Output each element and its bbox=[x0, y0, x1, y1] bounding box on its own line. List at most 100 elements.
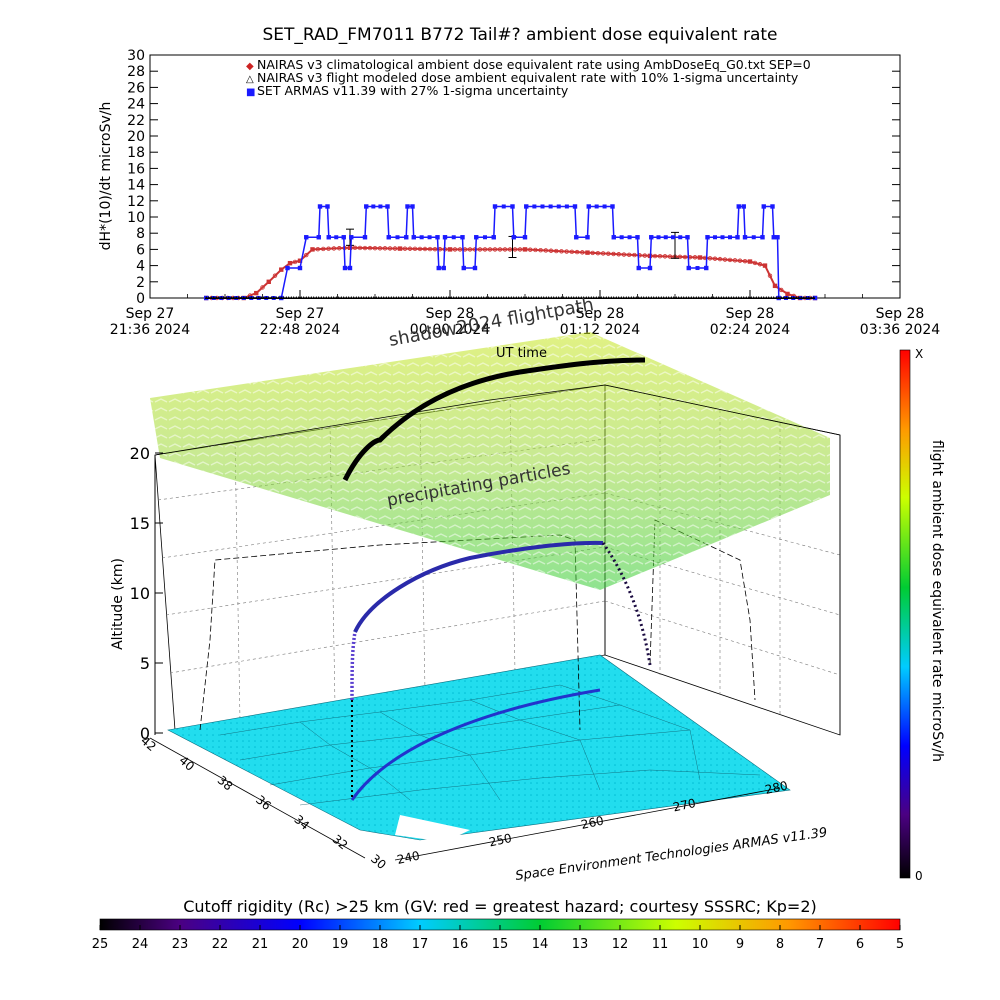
rigidity-colorbar: Cutoff rigidity (Rc) >25 km (GV: red = g… bbox=[92, 897, 904, 952]
series-point bbox=[460, 235, 465, 240]
y-tick-label: 2 bbox=[136, 275, 145, 291]
rigidity-ticks: 25 24 23 22 21 20 19 18 17 16 15 14 13 12 11 10 9 8 7 6 5 bbox=[92, 925, 904, 952]
series-point bbox=[266, 279, 271, 284]
series-point bbox=[585, 235, 590, 240]
dose-colorbar-title: flight ambient dose equivalent rate micr… bbox=[929, 440, 945, 762]
series-point bbox=[671, 235, 675, 240]
baseline-triangle bbox=[239, 296, 243, 299]
baseline-triangle bbox=[317, 296, 321, 299]
series-point bbox=[378, 204, 383, 209]
series-point bbox=[742, 258, 748, 264]
baseline-triangle bbox=[404, 296, 408, 299]
baseline-triangle bbox=[604, 296, 608, 299]
baseline-triangle bbox=[649, 296, 653, 299]
series-point bbox=[732, 258, 738, 263]
baseline-triangle bbox=[689, 296, 693, 299]
baseline-triangle bbox=[632, 296, 636, 299]
shadow-flightpath bbox=[342, 357, 646, 482]
rigidity-tick-label: 11 bbox=[652, 937, 669, 952]
series-point bbox=[342, 265, 348, 271]
baseline-triangle bbox=[417, 296, 421, 299]
baseline-triangle bbox=[402, 296, 406, 299]
baseline-triangle bbox=[344, 296, 348, 299]
rigidity-tick-label: 6 bbox=[856, 937, 864, 952]
baseline-triangle bbox=[647, 296, 651, 299]
baseline-triangle bbox=[729, 296, 733, 299]
series-point bbox=[619, 235, 624, 240]
baseline-triangle bbox=[734, 296, 738, 299]
series-point bbox=[474, 235, 479, 240]
rigidity-tick-label: 16 bbox=[452, 937, 469, 952]
baseline-triangle bbox=[439, 296, 443, 299]
baseline-triangle bbox=[219, 296, 223, 299]
baseline-triangle bbox=[322, 296, 326, 299]
baseline-triangle bbox=[279, 296, 283, 299]
rigidity-colorbar-title: Cutoff rigidity (Rc) >25 km (GV: red = g… bbox=[183, 897, 817, 916]
baseline-triangle bbox=[722, 296, 726, 299]
rigidity-tick-label: 8 bbox=[776, 937, 784, 952]
x-tick-label-date: Sep 28 bbox=[576, 306, 625, 322]
baseline-triangle bbox=[329, 296, 333, 299]
baseline-triangle bbox=[637, 296, 641, 299]
series-point bbox=[682, 254, 688, 260]
baseline-triangle bbox=[784, 296, 788, 299]
rigidity-tick-label: 5 bbox=[896, 937, 904, 952]
baseline-triangle bbox=[577, 296, 581, 299]
state-borders bbox=[219, 684, 761, 806]
series-point bbox=[395, 235, 400, 240]
dose-colorbar-gradient bbox=[899, 349, 911, 879]
altitude-tick-label: 0 bbox=[140, 724, 150, 743]
series-point bbox=[569, 249, 575, 255]
baseline-triangle bbox=[659, 296, 663, 299]
series-point bbox=[477, 247, 483, 252]
baseline-triangle bbox=[704, 296, 708, 299]
baseline-triangle bbox=[207, 296, 211, 299]
baseline-triangle bbox=[372, 296, 376, 299]
baseline-triangle bbox=[374, 296, 378, 299]
baseline-triangle bbox=[592, 296, 596, 299]
baseline-triangle bbox=[292, 296, 296, 299]
series-point bbox=[254, 290, 259, 296]
y-tick-label: 12 bbox=[127, 194, 145, 210]
series-point bbox=[407, 246, 413, 251]
baseline-triangle bbox=[677, 296, 681, 299]
series-point bbox=[331, 246, 337, 251]
baseline-triangle bbox=[437, 296, 441, 299]
series-point bbox=[411, 235, 416, 240]
baseline-triangle bbox=[652, 296, 656, 299]
baseline-triangle bbox=[574, 296, 578, 299]
latitude-axis-line bbox=[149, 737, 366, 859]
altitude-ticks: 0 5 10 15 20 bbox=[130, 444, 163, 743]
series-point bbox=[419, 235, 424, 240]
baseline-triangle bbox=[547, 296, 551, 299]
series-point bbox=[548, 248, 554, 253]
baseline-triangle bbox=[519, 296, 523, 299]
rigidity-tick-label: 19 bbox=[332, 937, 349, 952]
rigidity-tick-label: 14 bbox=[532, 937, 549, 952]
series-point bbox=[405, 204, 410, 209]
series-point bbox=[517, 247, 523, 252]
baseline-triangle bbox=[504, 296, 508, 299]
series-point bbox=[564, 249, 569, 254]
y-tick-label: 8 bbox=[136, 226, 145, 242]
baseline-triangle bbox=[664, 296, 668, 299]
series-point bbox=[522, 235, 528, 240]
baseline-triangle bbox=[559, 296, 563, 299]
baseline-triangle bbox=[807, 296, 811, 299]
baseline-triangle bbox=[607, 296, 611, 299]
baseline-triangle bbox=[497, 296, 501, 299]
series-point bbox=[649, 235, 654, 240]
series-point bbox=[677, 254, 683, 260]
ground-track bbox=[350, 688, 601, 801]
series-point bbox=[397, 246, 403, 251]
baseline-triangle bbox=[772, 296, 776, 299]
baseline-triangle bbox=[672, 296, 676, 299]
series-point bbox=[647, 265, 653, 271]
baseline-triangle bbox=[269, 296, 273, 299]
series-point bbox=[752, 260, 758, 266]
series-point bbox=[422, 246, 428, 252]
baseline-triangle bbox=[244, 296, 248, 299]
flightpath-3d-scene: shadow2024 flightpath UT time precipitat… bbox=[110, 294, 841, 884]
legend-entry: NAIRAS v3 flight modeled dose ambient eq… bbox=[257, 70, 799, 85]
